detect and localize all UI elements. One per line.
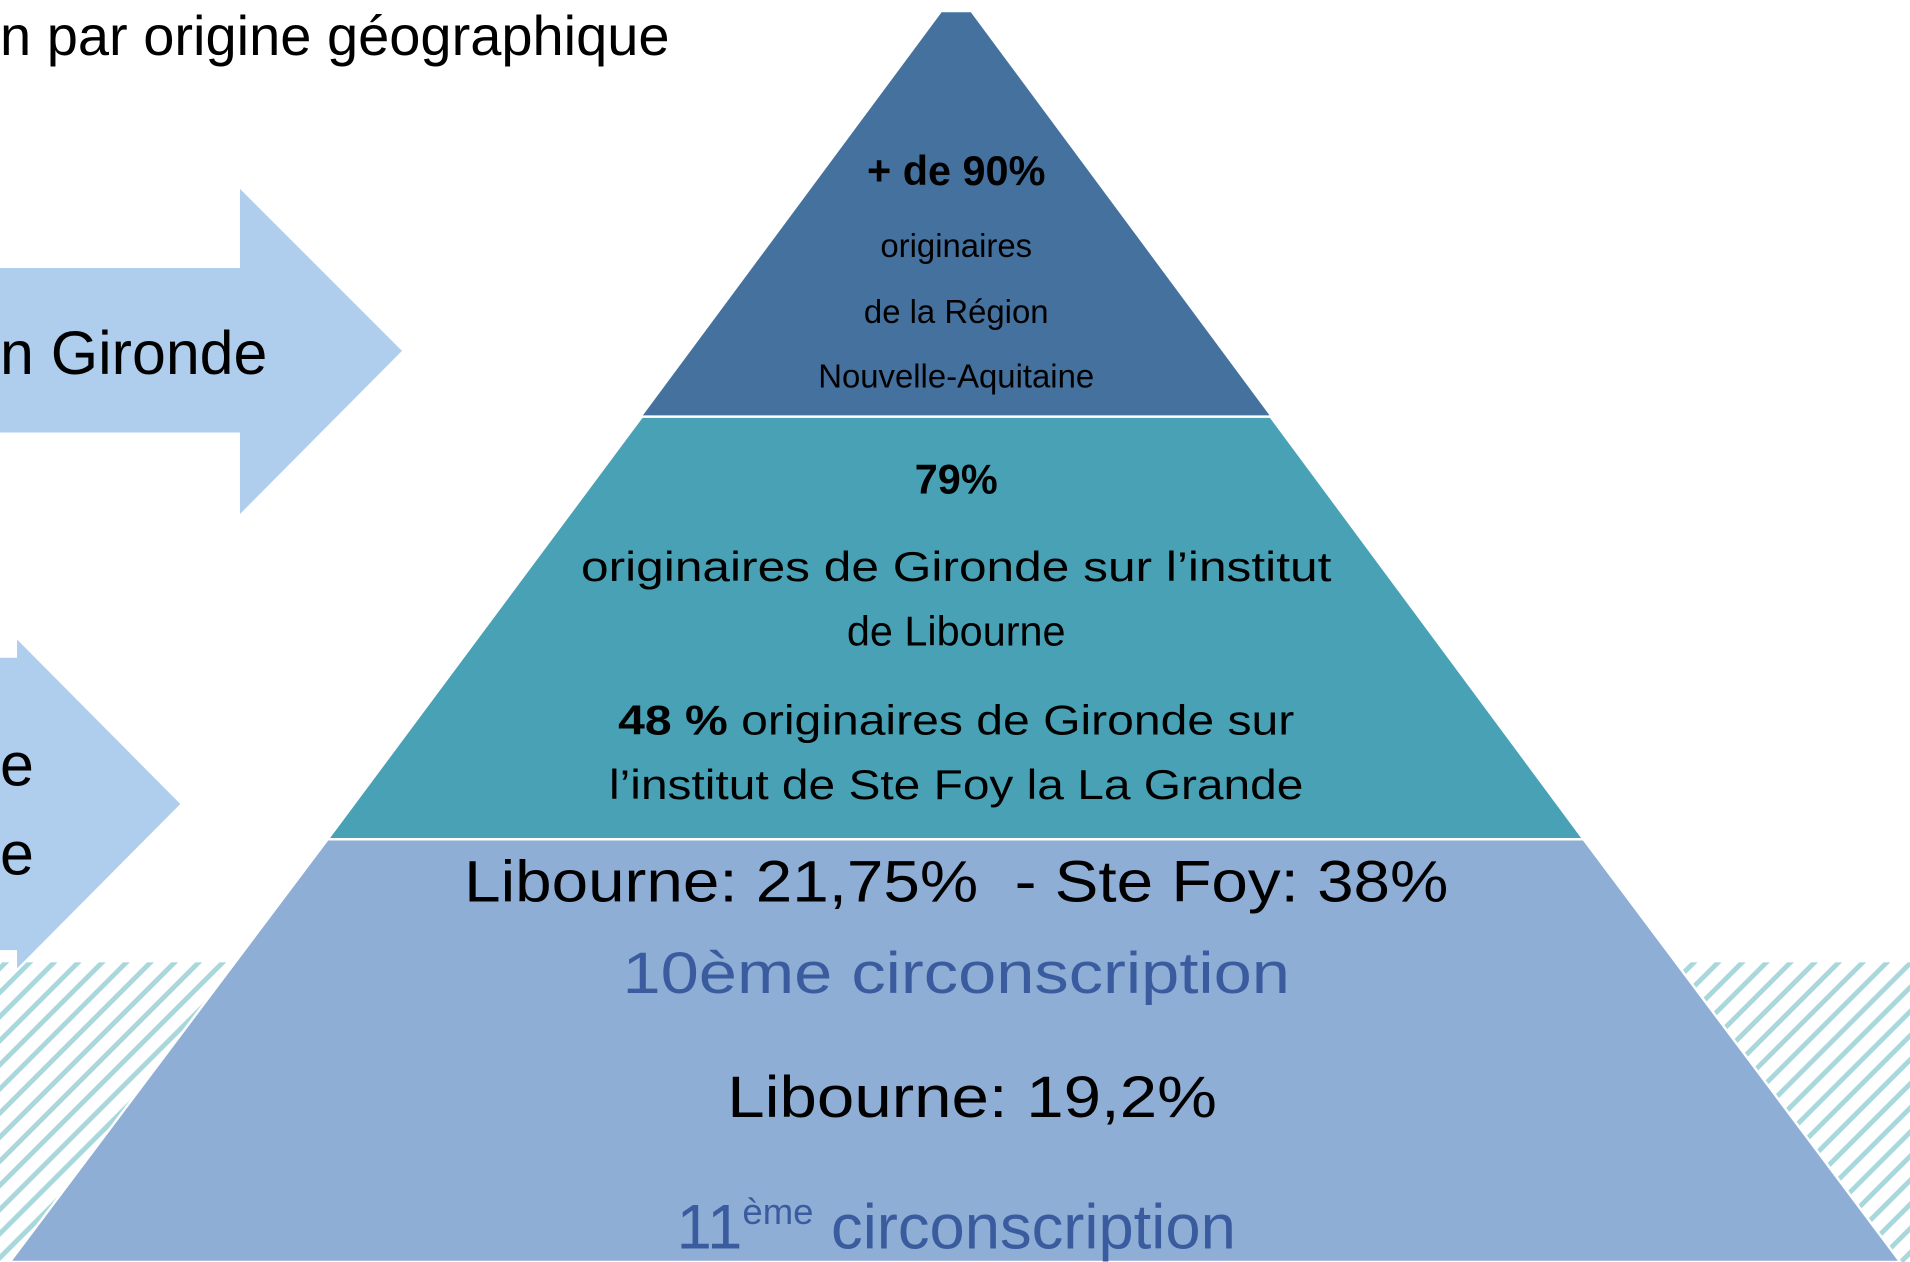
middle-line: de Libourne — [847, 609, 1066, 655]
middle-line: 48 % originaires de Gironde sur — [618, 698, 1294, 744]
top-line: Nouvelle-Aquitaine — [818, 357, 1094, 394]
bottom-subtitle: 11ème circonscription — [677, 1191, 1236, 1262]
title: n par origine géographique — [0, 4, 670, 67]
arrow-label: n Gironde — [0, 319, 267, 387]
pyramid-top — [641, 12, 1271, 417]
bottom-subtitle: 10ème circonscription — [622, 941, 1290, 1006]
middle-headline: 79% — [915, 456, 998, 502]
arrow-label: e — [0, 731, 34, 799]
arrow — [0, 639, 181, 969]
text-run: circonscription — [813, 1193, 1235, 1262]
text-run: 11 — [677, 1193, 743, 1262]
arrow-label: e — [0, 820, 34, 888]
superscript: ème — [742, 1191, 813, 1232]
top-line: originaires — [880, 227, 1032, 264]
top-headline: + de 90% — [867, 148, 1045, 194]
arrow — [0, 188, 402, 515]
bottom-line: Libourne: 21,75% - Ste Foy: 38% — [464, 849, 1448, 914]
text-run: originaires de Gironde sur — [728, 698, 1295, 744]
bold-figure: 48 % — [618, 698, 728, 744]
bottom-line: Libourne: 19,2% — [727, 1065, 1217, 1130]
middle-line: l’institut de Ste Foy la La Grande — [609, 762, 1303, 808]
middle-line: originaires de Gironde sur l’institut — [581, 544, 1332, 590]
top-line: de la Région — [864, 293, 1049, 330]
